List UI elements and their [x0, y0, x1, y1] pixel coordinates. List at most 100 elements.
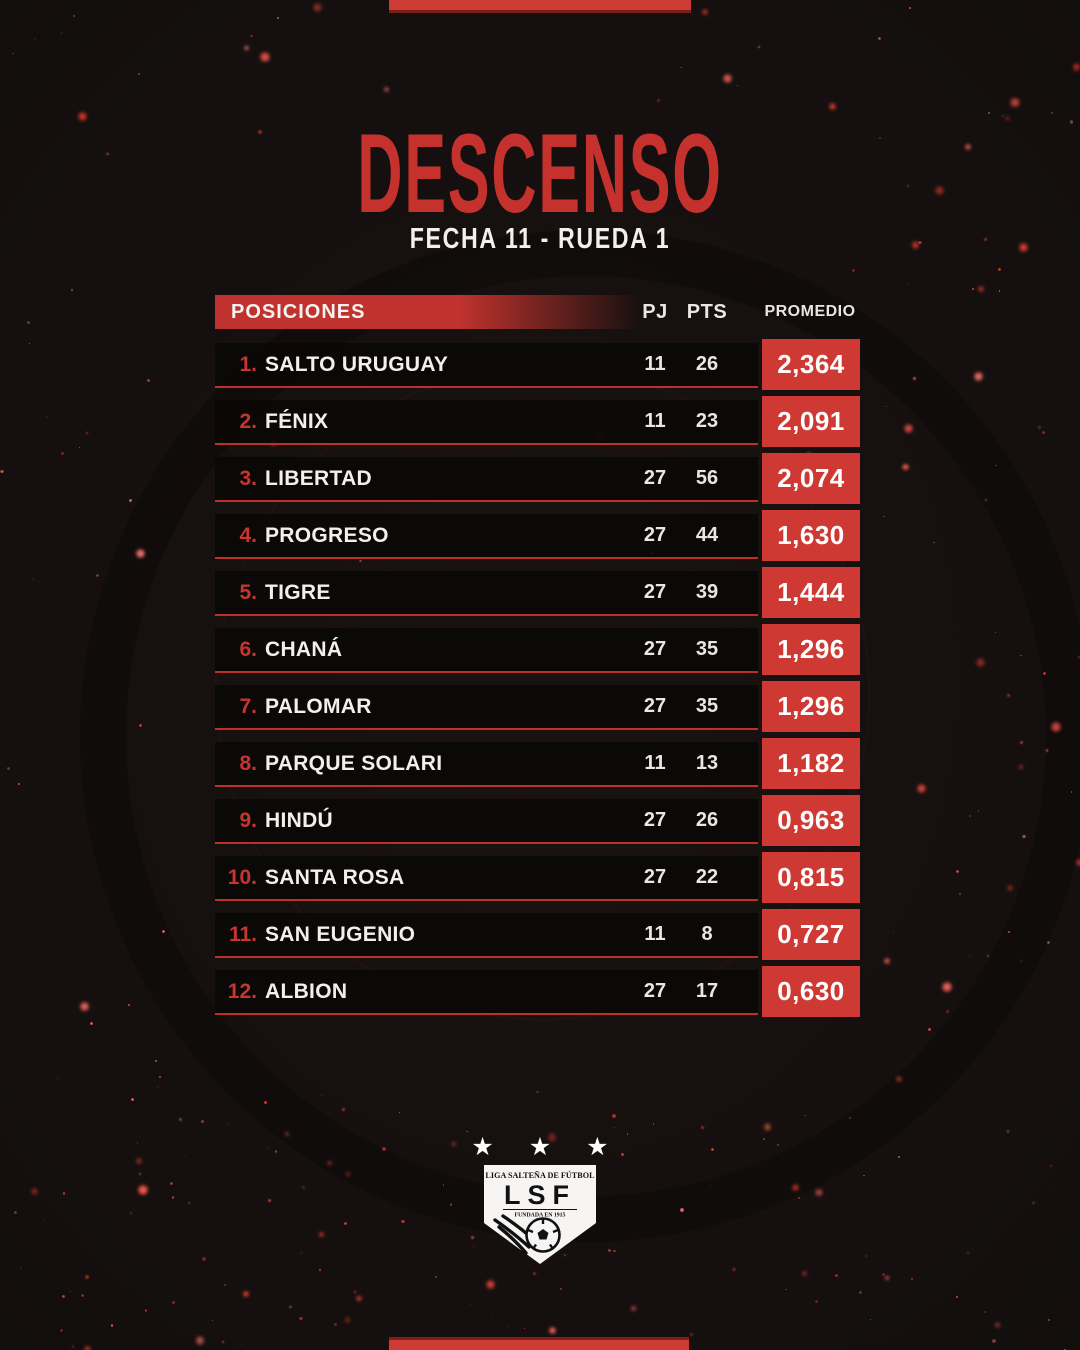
- row-promedio-box: 0,963: [762, 795, 860, 846]
- row-promedio-box: 2,364: [762, 339, 860, 390]
- page-title: DESCENSO: [357, 111, 723, 236]
- row-rank: 2.: [239, 410, 257, 433]
- particle-dot: [964, 143, 971, 150]
- particle-dot: [34, 38, 36, 41]
- particle-dot: [356, 1295, 362, 1302]
- row-promedio-value: 0,963: [777, 805, 845, 835]
- particle-dot: [723, 74, 733, 84]
- particle-dot: [243, 1290, 250, 1297]
- particle-dot: [884, 1276, 889, 1281]
- row-rank: 11.: [228, 923, 257, 946]
- particle-dot: [1019, 242, 1029, 252]
- particle-dot: [240, 1344, 242, 1346]
- particle-dot: [995, 631, 997, 634]
- row-team-name: TIGRE: [265, 581, 331, 604]
- row-team-name: SAN EUGENIO: [265, 923, 416, 946]
- row-pts-value: 26: [695, 809, 719, 831]
- row-promedio-value: 1,444: [777, 577, 845, 607]
- particle-dot: [299, 1316, 303, 1321]
- particle-dot: [1051, 112, 1054, 115]
- table-row: 3. LIBERTAD 27 56 2,074: [215, 453, 860, 504]
- row-promedio-box: 0,630: [762, 966, 860, 1017]
- row-pj-value: 11: [644, 752, 666, 774]
- particle-dot: [973, 372, 983, 382]
- particle-dot: [1006, 884, 1013, 891]
- particle-dot: [992, 1339, 996, 1343]
- particle-dot: [96, 573, 100, 578]
- particle-dot: [959, 893, 962, 895]
- particle-dot: [885, 405, 887, 408]
- particle-dot: [978, 286, 984, 292]
- row-bar: 7. PALOMAR 27 35: [215, 685, 758, 730]
- standings-table-header: POSICIONES PJ PTS PROMEDIO: [215, 295, 860, 329]
- particle-dot: [221, 1340, 225, 1344]
- particle-dot: [81, 1293, 85, 1297]
- table-row: 9. HINDÚ 27 26 0,963: [215, 795, 860, 846]
- particle-dot: [344, 1317, 351, 1323]
- particle-dot: [27, 320, 31, 324]
- particle-dot: [46, 415, 49, 418]
- row-promedio-value: 2,074: [777, 463, 845, 493]
- promedio-column-header: PROMEDIO: [764, 303, 856, 320]
- particle-dot: [858, 1290, 863, 1294]
- particle-dot: [935, 185, 945, 195]
- particle-dot: [701, 1126, 704, 1129]
- particle-dot: [881, 1272, 886, 1277]
- particle-dot: [7, 766, 11, 770]
- row-promedio-value: 1,296: [777, 691, 845, 721]
- row-promedio-value: 0,815: [777, 862, 845, 892]
- particle-dot: [612, 1114, 616, 1118]
- particle-dot: [998, 290, 1001, 293]
- table-row: 5. TIGRE 27 39 1,444: [215, 567, 860, 618]
- particle-dot: [20, 1267, 22, 1269]
- particle-dot: [784, 1288, 787, 1291]
- particle-dot: [1020, 960, 1023, 962]
- particle-dot: [289, 1305, 292, 1309]
- particle-dot: [977, 810, 980, 812]
- particle-dot: [893, 932, 895, 934]
- particle-dot: [139, 723, 143, 727]
- particle-dot: [156, 1087, 158, 1089]
- particle-dot: [127, 1003, 131, 1007]
- particle-dot: [913, 376, 916, 380]
- particle-dot: [318, 1269, 321, 1272]
- row-promedio-value: 2,091: [777, 406, 845, 436]
- particle-dot: [815, 1300, 818, 1304]
- particle-dot: [1019, 765, 1024, 770]
- row-promedio-value: 1,296: [777, 634, 845, 664]
- row-bar: 11. SAN EUGENIO 11 8: [215, 913, 758, 958]
- row-rank: 7.: [239, 695, 257, 718]
- particle-dot: [398, 1112, 400, 1114]
- particle-dot: [155, 1059, 158, 1062]
- row-pts-value: 22: [695, 866, 719, 888]
- particle-dot: [1022, 834, 1026, 838]
- particle-dot: [983, 1311, 986, 1314]
- row-rank: 6.: [239, 638, 257, 661]
- particle-dot: [1004, 115, 1010, 121]
- particle-dot: [78, 446, 80, 448]
- particle-dot: [313, 2, 323, 12]
- particle-dot: [71, 288, 74, 291]
- top-accent-bar: [389, 0, 691, 13]
- row-rank: 12.: [227, 980, 257, 1003]
- particle-dot: [998, 268, 1002, 272]
- particle-dot: [353, 1290, 357, 1293]
- particle-dot: [916, 783, 927, 794]
- row-pts-value: 8: [701, 923, 713, 945]
- particle-dot: [834, 1273, 839, 1278]
- particle-dot: [162, 929, 166, 933]
- row-bar: 8. PARQUE SOLARI 11 13: [215, 742, 758, 787]
- particle-dot: [701, 9, 708, 15]
- particle-dot: [877, 36, 881, 40]
- row-pts-value: 39: [695, 581, 719, 603]
- particle-dot: [224, 1284, 226, 1286]
- particle-dot: [548, 1327, 556, 1335]
- row-team-name: LIBERTAD: [265, 467, 372, 490]
- particle-dot: [1010, 97, 1021, 108]
- row-bar: 6. CHANÁ 27 35: [215, 628, 758, 673]
- particle-dot: [56, 1078, 58, 1080]
- table-row: 10. SANTA ROSA 27 22 0,815: [215, 852, 860, 903]
- row-rank: 8.: [239, 752, 257, 775]
- row-rank: 10.: [227, 866, 257, 889]
- row-promedio-box: 1,296: [762, 681, 860, 732]
